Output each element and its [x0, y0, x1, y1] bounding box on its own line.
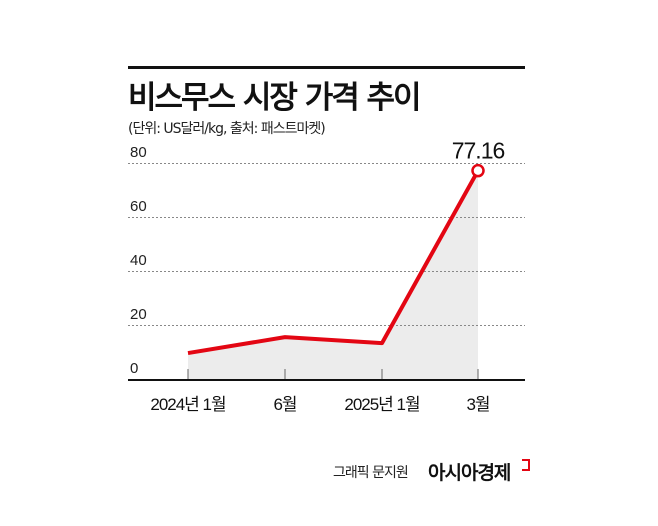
brand-mark-icon [522, 459, 530, 471]
y-tick-label: 40 [130, 252, 147, 269]
x-tick-label: 6월 [273, 395, 296, 414]
y-tick-label: 0 [130, 360, 138, 377]
chart-subtitle: (단위: US달러/kg, 출처: 패스트마켓) [128, 121, 326, 137]
x-tick-label: 3월 [466, 395, 489, 414]
graphic-credit: 그래픽 문지원 [333, 465, 409, 481]
chart-title: 비스무스 시장 가격 추이 [128, 80, 422, 116]
x-tick-label: 2025년 1월 [344, 395, 419, 414]
area-fill [188, 170, 478, 379]
y-tick-label: 20 [130, 306, 147, 323]
x-tick-label: 2024년 1월 [150, 395, 225, 414]
y-tick-label: 60 [130, 198, 147, 215]
series-line [187, 169, 480, 356]
top-rule [128, 66, 525, 69]
brand-logo: 아시아경제 [428, 462, 511, 484]
data-label: 77.16 [452, 138, 505, 164]
y-tick-label: 80 [130, 144, 147, 161]
data-point-marker [471, 163, 485, 178]
